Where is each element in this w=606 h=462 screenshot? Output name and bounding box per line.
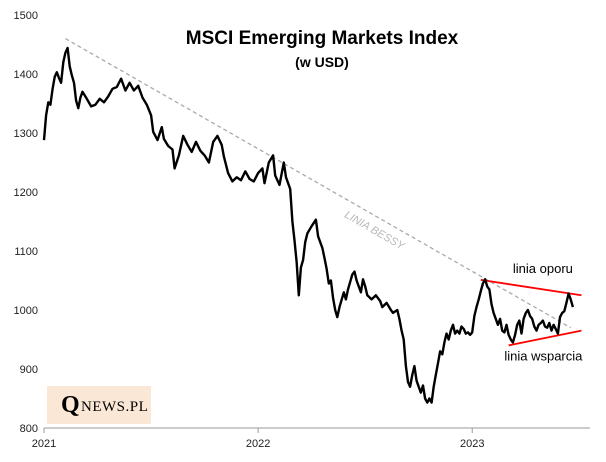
logo-text: NEWS.PL [81,399,149,415]
series-group [42,46,575,404]
resistance-line [480,279,582,297]
y-tick-label: 1500 [14,10,38,22]
y-tick-label: 1000 [14,305,38,317]
y-tick-label: 1300 [14,128,38,140]
bear-trend-line [65,38,572,329]
annotation-lines [65,38,582,347]
series-line [42,46,575,404]
y-tick-label: 800 [20,423,38,435]
axis-ticks: 800 900 1000 1100 1200 1300 1400 1500 2021 2022 20… [14,10,590,450]
logo-badge [47,386,151,424]
chart-title: MSCI Emerging Markets Index [186,28,459,49]
logo-q: Q [61,392,80,418]
bear-line-label: LINIA BESSY [342,209,407,253]
resistance-line-label: linia oporu [513,261,573,276]
x-tick-label: 2023 [460,438,484,450]
y-tick-label: 1200 [14,187,38,199]
x-tick-label: 2021 [32,438,56,450]
x-tick-label: 2022 [246,438,270,450]
support-line [508,329,582,347]
chart-subtitle: (w USD) [295,54,349,70]
y-tick-label: 1400 [14,69,38,81]
support-line-label: linia wsparcia [504,349,583,364]
y-tick-label: 900 [20,364,38,376]
y-tick-label: 1100 [14,246,38,258]
